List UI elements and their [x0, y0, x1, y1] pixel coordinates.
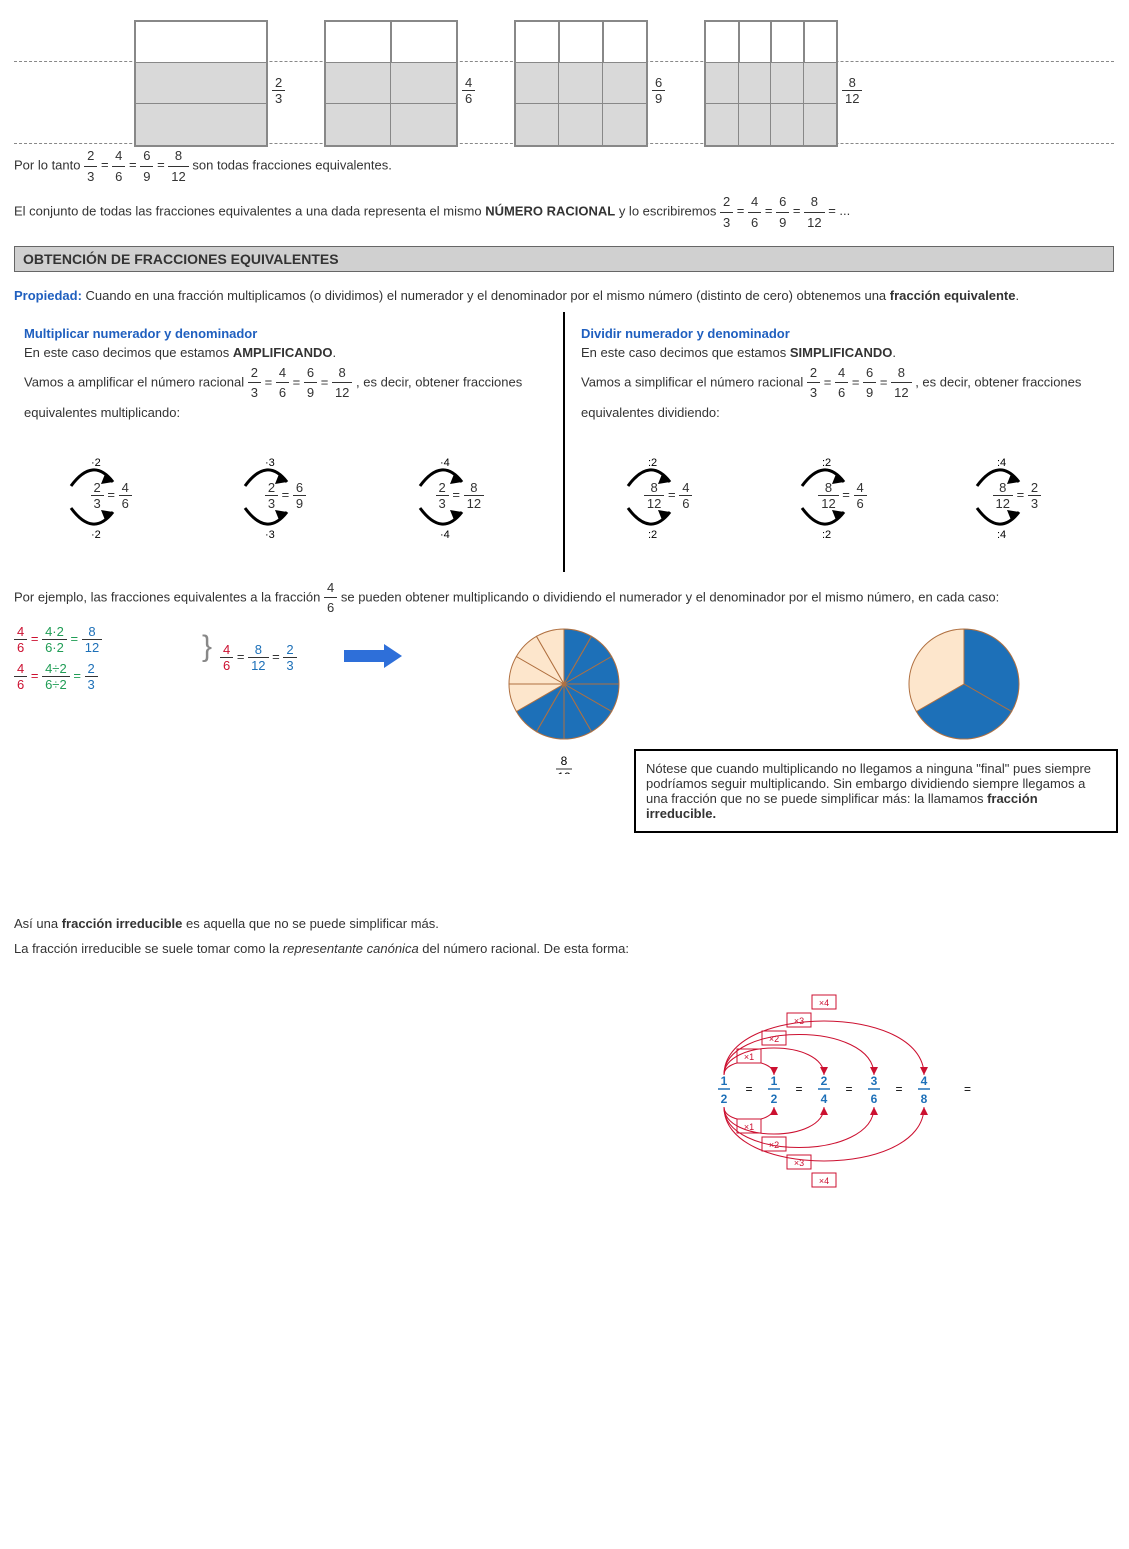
- amplify-heading: Multiplicar numerador y denominador: [24, 326, 257, 341]
- intro-paragraph-1: Por lo tanto 23 = 46 = 69 = 812 son toda…: [14, 146, 1114, 186]
- brace-result: 46 = 812 = 23: [220, 642, 297, 673]
- svg-text:2: 2: [821, 1074, 828, 1088]
- simplify-heading: Dividir numerador y denominador: [581, 326, 790, 341]
- amplify-ops-row: ·2·223 = 46·3·323 = 69·4·423 = 812: [24, 452, 547, 511]
- two-column-layout: Multiplicar numerador y denominador En e…: [14, 312, 1114, 572]
- svg-text::4: :4: [997, 529, 1006, 541]
- curly-brace: }: [202, 630, 212, 664]
- section-header-bar: OBTENCIÓN DE FRACCIONES EQUIVALENTES: [14, 246, 1114, 272]
- svg-text:·4: ·4: [440, 457, 450, 469]
- svg-text:·4: ·4: [440, 529, 450, 541]
- blue-arrow-icon: [344, 642, 404, 670]
- svg-text:= ...: = ...: [964, 1082, 974, 1096]
- svg-text:·3: ·3: [265, 457, 275, 469]
- svg-text::2: :2: [822, 457, 831, 469]
- svg-text:×4: ×4: [819, 1176, 829, 1186]
- svg-text:×1: ×1: [744, 1052, 754, 1062]
- svg-text:·2: ·2: [91, 457, 101, 469]
- svg-text:3: 3: [871, 1074, 878, 1088]
- svg-text:2: 2: [721, 1092, 728, 1106]
- equivalent-fraction-squares: 234669812: [14, 10, 1114, 140]
- svg-text:12: 12: [557, 770, 571, 774]
- svg-text:8: 8: [561, 754, 568, 768]
- svg-text:6: 6: [871, 1092, 878, 1106]
- example-paragraph: Por ejemplo, las fracciones equivalentes…: [14, 578, 1114, 618]
- svg-text:4: 4: [821, 1092, 828, 1106]
- canonical-paragraph: La fracción irreducible se suele tomar c…: [14, 939, 1114, 959]
- svg-text:4: 4: [921, 1074, 928, 1088]
- red-arc-diagram: 12=12=24=36=48= ...×1×1×2×2×3×3×4×4: [694, 969, 974, 1212]
- note-black-box: Nótese que cuando multiplicando no llega…: [634, 749, 1118, 833]
- svg-text:×4: ×4: [819, 998, 829, 1008]
- svg-text:=: =: [895, 1082, 902, 1096]
- svg-text::2: :2: [648, 457, 657, 469]
- amplify-column: Multiplicar numerador y denominador En e…: [14, 312, 557, 572]
- intro-paragraph-2: El conjunto de todas las fracciones equi…: [14, 192, 1114, 232]
- svg-text:=: =: [795, 1082, 802, 1096]
- svg-text:·2: ·2: [91, 529, 101, 541]
- svg-text:=: =: [845, 1082, 852, 1096]
- svg-text::4: :4: [997, 457, 1006, 469]
- simplify-column: Dividir numerador y denominador En este …: [571, 312, 1114, 572]
- term-numero-racional: NÚMERO RACIONAL: [485, 203, 615, 218]
- svg-text:=: =: [745, 1082, 752, 1096]
- simplify-ops-row: :2:2812 = 46:2:2812 = 46:4:4812 = 23: [581, 452, 1104, 511]
- svg-text:1: 1: [721, 1074, 728, 1088]
- svg-text:·3: ·3: [265, 529, 275, 541]
- irreducible-paragraph: Así una fracción irreducible es aquella …: [14, 914, 1114, 934]
- equation-and-pies-row: 46 = 4·26·2 = 812 46 = 4÷26÷2 = 23 } 46 …: [14, 624, 1114, 844]
- property-label: Propiedad:: [14, 288, 82, 303]
- svg-text:×3: ×3: [794, 1016, 804, 1026]
- property-paragraph: Propiedad: Cuando en una fracción multip…: [14, 286, 1114, 306]
- equation-block: 46 = 4·26·2 = 812 46 = 4÷26÷2 = 23: [14, 624, 102, 692]
- svg-text::2: :2: [648, 529, 657, 541]
- vertical-separator: [563, 312, 565, 572]
- svg-text::2: :2: [822, 529, 831, 541]
- svg-text:2: 2: [771, 1092, 778, 1106]
- svg-text:8: 8: [921, 1092, 928, 1106]
- svg-text:1: 1: [771, 1074, 778, 1088]
